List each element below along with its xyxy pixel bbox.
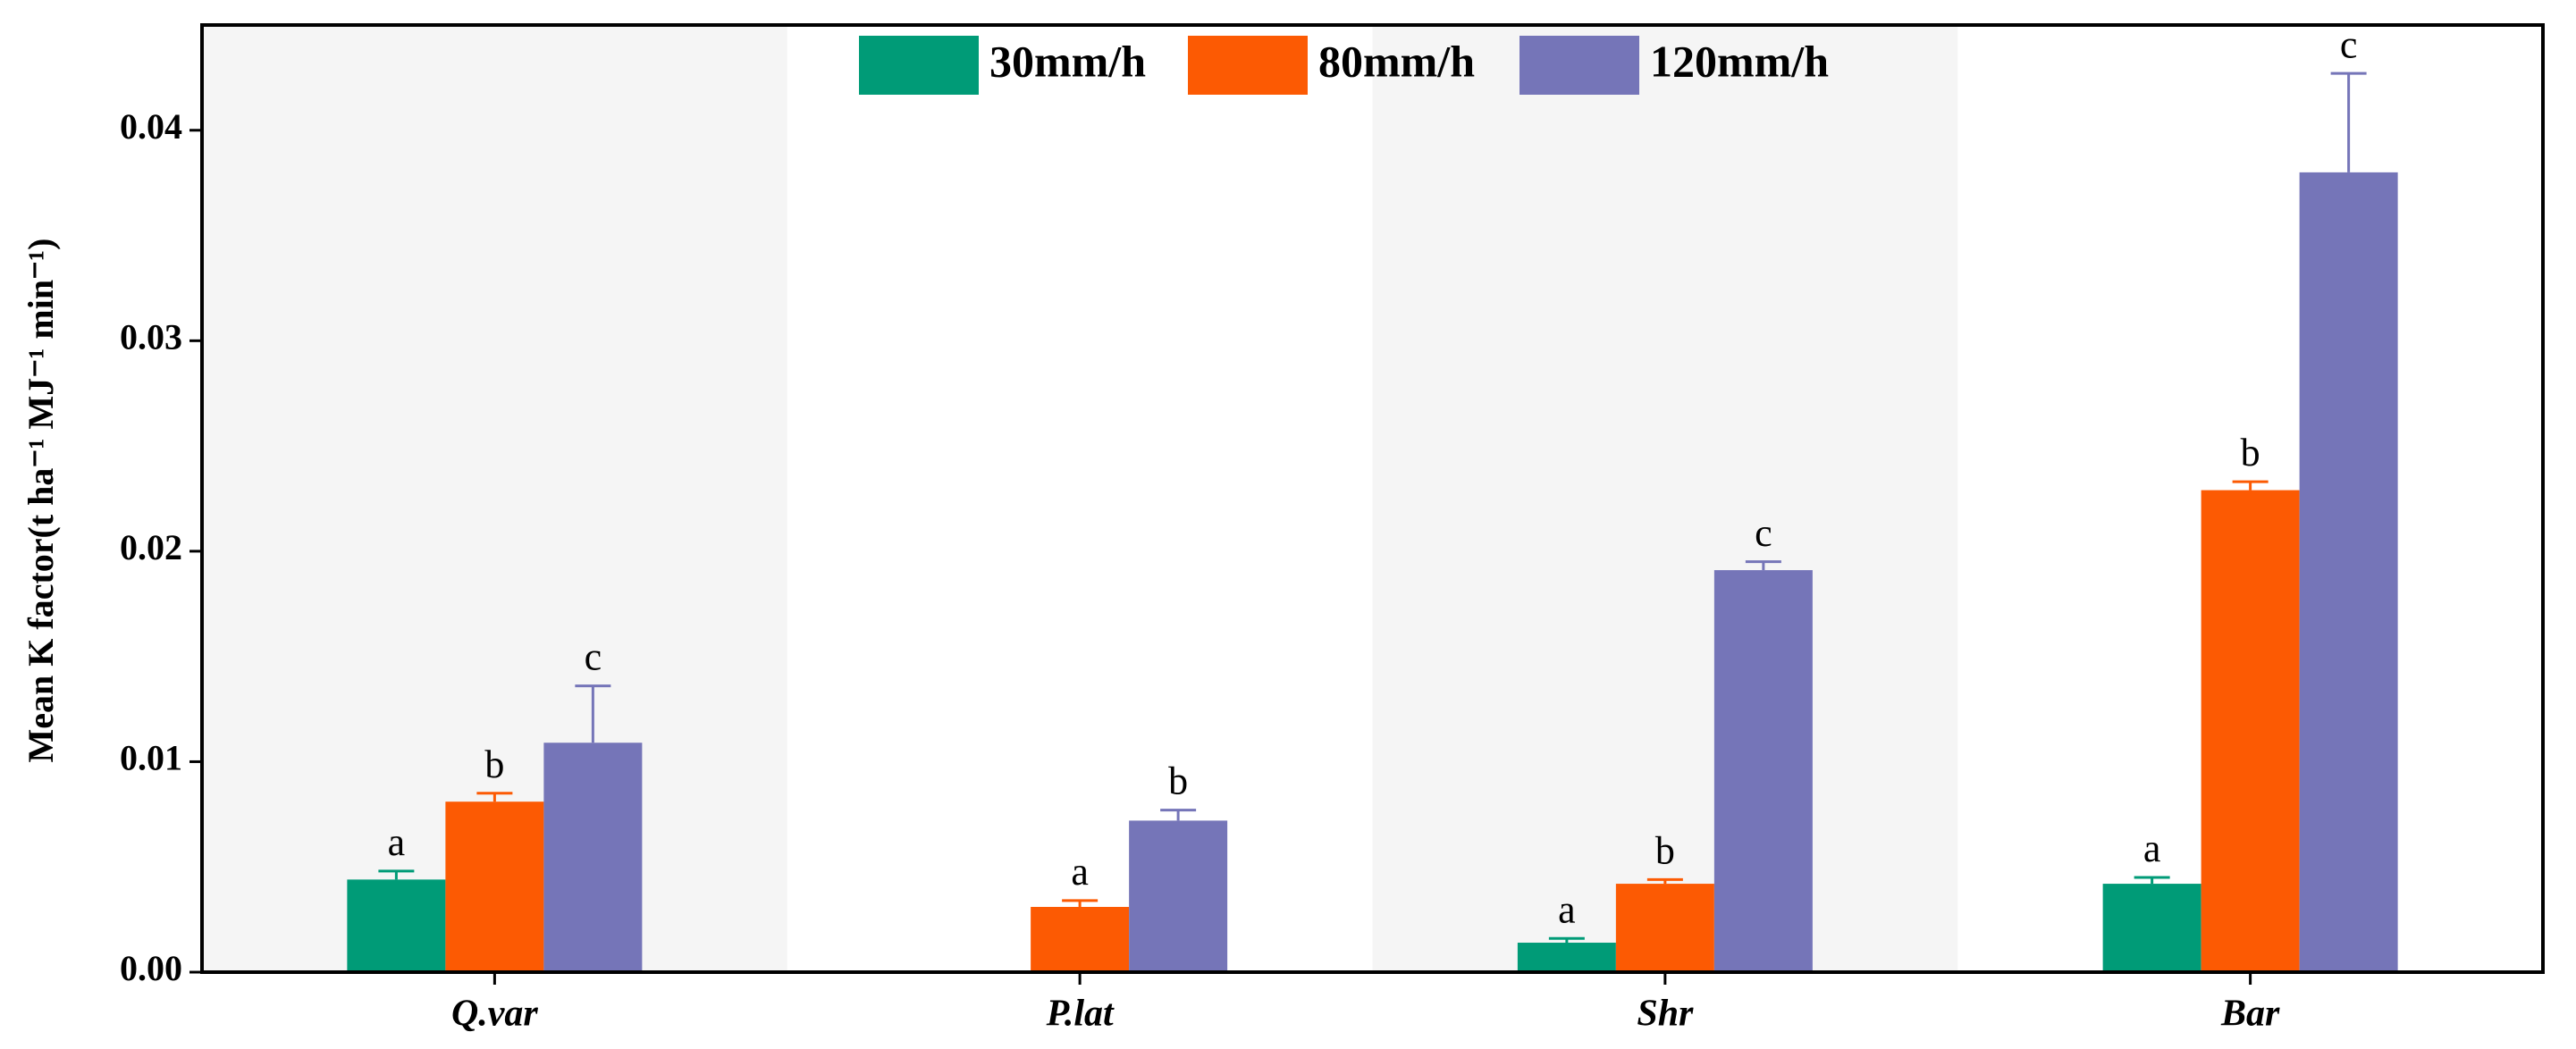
legend-label: 80mm/h (1318, 36, 1475, 86)
y-tick-label: 0.03 (120, 317, 182, 357)
x-tick-label: Bar (2220, 994, 2280, 1035)
significance-letter: a (1071, 850, 1089, 894)
bar (445, 801, 544, 972)
band-background (1372, 25, 1958, 972)
bar (347, 879, 446, 972)
x-tick-label: P.lat (1046, 994, 1115, 1035)
y-tick-label: 0.01 (120, 738, 182, 778)
significance-letter: a (2143, 827, 2161, 870)
error-bar (378, 869, 415, 880)
bar (2102, 884, 2201, 972)
y-tick-label: 0.00 (120, 948, 182, 988)
significance-letter: a (388, 820, 406, 864)
legend-label: 120mm/h (1650, 36, 1829, 86)
bar (2299, 172, 2398, 972)
legend-swatch (1520, 36, 1639, 95)
y-tick-label: 0.02 (120, 527, 182, 567)
error-bar (2330, 71, 2367, 172)
significance-letter: c (585, 635, 602, 679)
significance-letter: b (1168, 759, 1188, 803)
bar (2201, 490, 2300, 972)
error-bar (1062, 899, 1099, 907)
significance-letter: b (1655, 828, 1675, 872)
x-tick-label: Shr (1637, 994, 1694, 1035)
bar (543, 743, 643, 972)
error-bar (1646, 877, 1683, 885)
error-bar (575, 684, 611, 743)
error-bar (2232, 480, 2269, 491)
significance-letter: b (484, 743, 504, 786)
significance-letter: c (1755, 511, 1772, 555)
y-axis-label: Mean K factor(t ha⁻¹ MJ⁻¹ min⁻¹) (21, 239, 61, 763)
x-tick-label: Q.var (451, 994, 538, 1035)
error-bar (476, 792, 513, 802)
error-bar (1160, 809, 1197, 821)
legend-swatch (859, 36, 979, 95)
significance-letter: b (2241, 431, 2260, 474)
bar (1517, 943, 1616, 972)
significance-letter: c (2340, 22, 2358, 66)
significance-letter: a (1558, 887, 1576, 931)
legend-label: 30mm/h (989, 36, 1146, 86)
y-tick-label: 0.04 (120, 106, 182, 147)
error-bar (1548, 936, 1585, 944)
plot-frame (200, 23, 2545, 974)
error-bar (2134, 876, 2170, 885)
bar (1031, 906, 1130, 972)
error-bar (1745, 560, 1781, 571)
legend-swatch (1188, 36, 1308, 95)
bar (1615, 884, 1714, 972)
bar (1713, 570, 1813, 972)
bar (1129, 820, 1228, 972)
